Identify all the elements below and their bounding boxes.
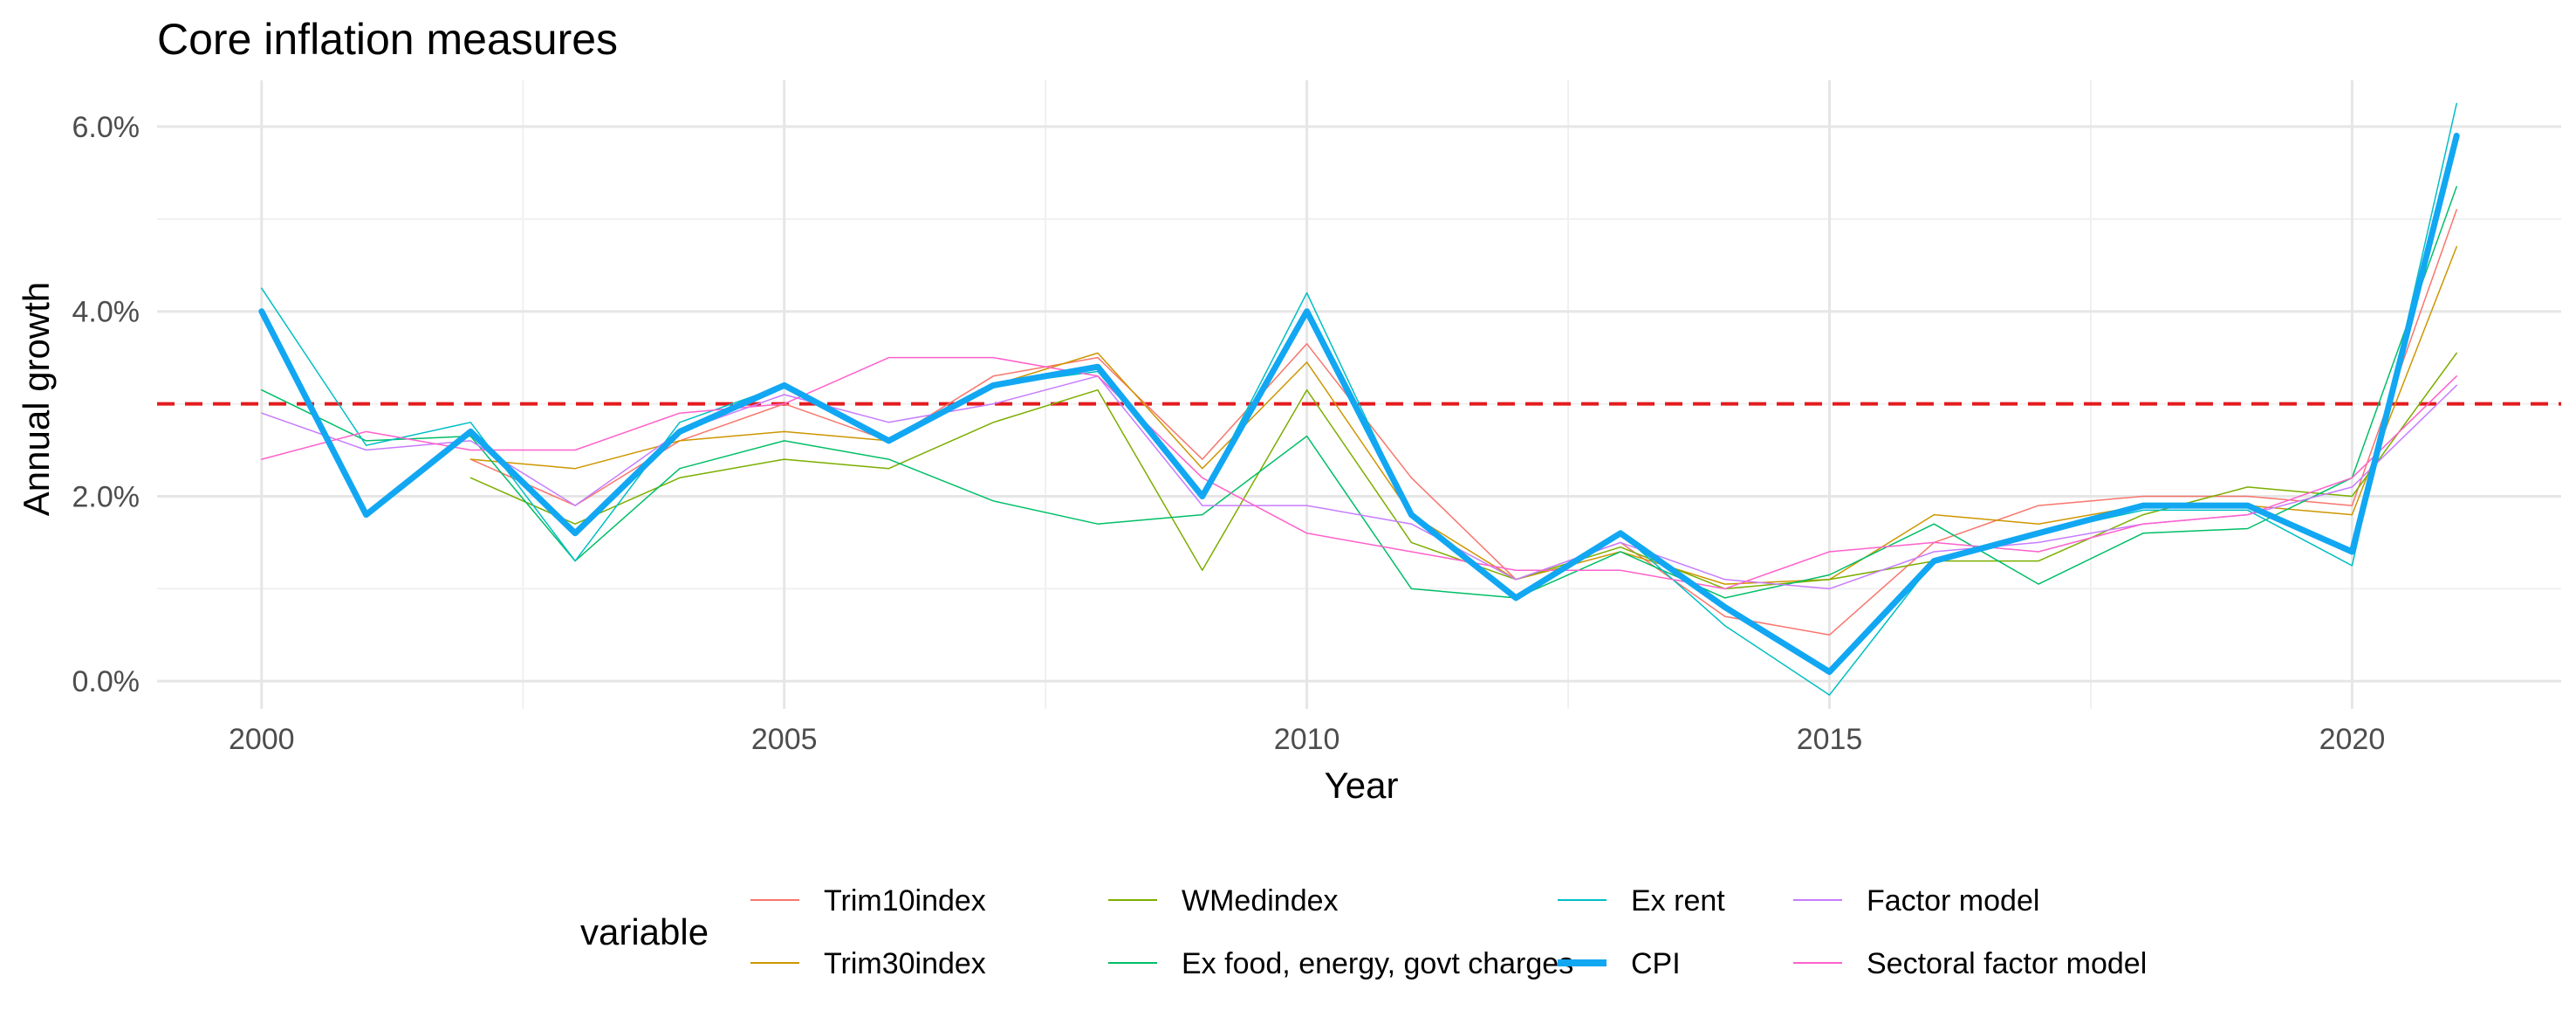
- grid-major: [157, 80, 2561, 709]
- y-axis-title: Annual growth: [16, 282, 57, 517]
- y-tick-label: 2.0%: [72, 480, 140, 513]
- legend-label: Sectoral factor model: [1867, 947, 2147, 980]
- x-axis-title: Year: [1325, 765, 1399, 806]
- x-tick-label: 2015: [1797, 723, 1863, 756]
- series-line-trim10index: [469, 209, 2457, 636]
- x-tick-label: 2005: [751, 723, 818, 756]
- legend-label: Trim30index: [824, 947, 986, 980]
- legend-item-trim30index: Trim30index: [750, 947, 986, 980]
- y-tick-label: 0.0%: [72, 665, 140, 698]
- series-line-cpi: [258, 133, 2460, 676]
- legend-label: CPI: [1631, 947, 1681, 980]
- legend-item-cpi: CPI: [1558, 947, 1681, 980]
- legend-label: WMedindex: [1182, 884, 1339, 918]
- chart-title: Core inflation measures: [157, 15, 618, 64]
- series-line-trim30index: [469, 245, 2457, 585]
- grid-minor: [157, 80, 2561, 709]
- legend-label: Factor model: [1867, 884, 2039, 918]
- x-tick-label: 2000: [229, 723, 295, 756]
- series-line-factor-model: [261, 375, 2457, 590]
- legend: Trim10index Trim30index WMedindex Ex food, …: [750, 884, 2147, 980]
- legend-item-ex-food-energy-govt-charges: Ex food, energy, govt charges: [1108, 947, 1573, 980]
- series-line-ex-rent: [261, 102, 2457, 696]
- legend-item-trim10index: Trim10index: [750, 884, 986, 918]
- y-tick-labels: 0.0% 2.0% 4.0% 6.0%: [72, 111, 140, 698]
- series-line-ex-food-energy-govt-charges: [261, 186, 2457, 599]
- y-tick-label: 6.0%: [72, 111, 140, 144]
- x-tick-label: 2010: [1274, 723, 1340, 756]
- series-group: [258, 102, 2460, 696]
- y-tick-label: 4.0%: [72, 296, 140, 329]
- legend-label: Trim10index: [824, 884, 986, 918]
- legend-item-sectoral-factor-model: Sectoral factor model: [1793, 947, 2147, 980]
- series-line-sectoral-factor-model: [261, 356, 2457, 590]
- legend-label: Ex food, energy, govt charges: [1182, 947, 1573, 980]
- legend-title: variable: [580, 911, 709, 952]
- x-tick-labels: 2000 2005 2010 2015 2020: [229, 723, 2385, 756]
- legend-item-factor-model: Factor model: [1793, 884, 2039, 918]
- legend-item-ex-rent: Ex rent: [1558, 884, 1725, 918]
- legend-label: Ex rent: [1631, 884, 1725, 918]
- x-tick-label: 2020: [2319, 723, 2386, 756]
- legend-item-wmedindex: WMedindex: [1108, 884, 1339, 918]
